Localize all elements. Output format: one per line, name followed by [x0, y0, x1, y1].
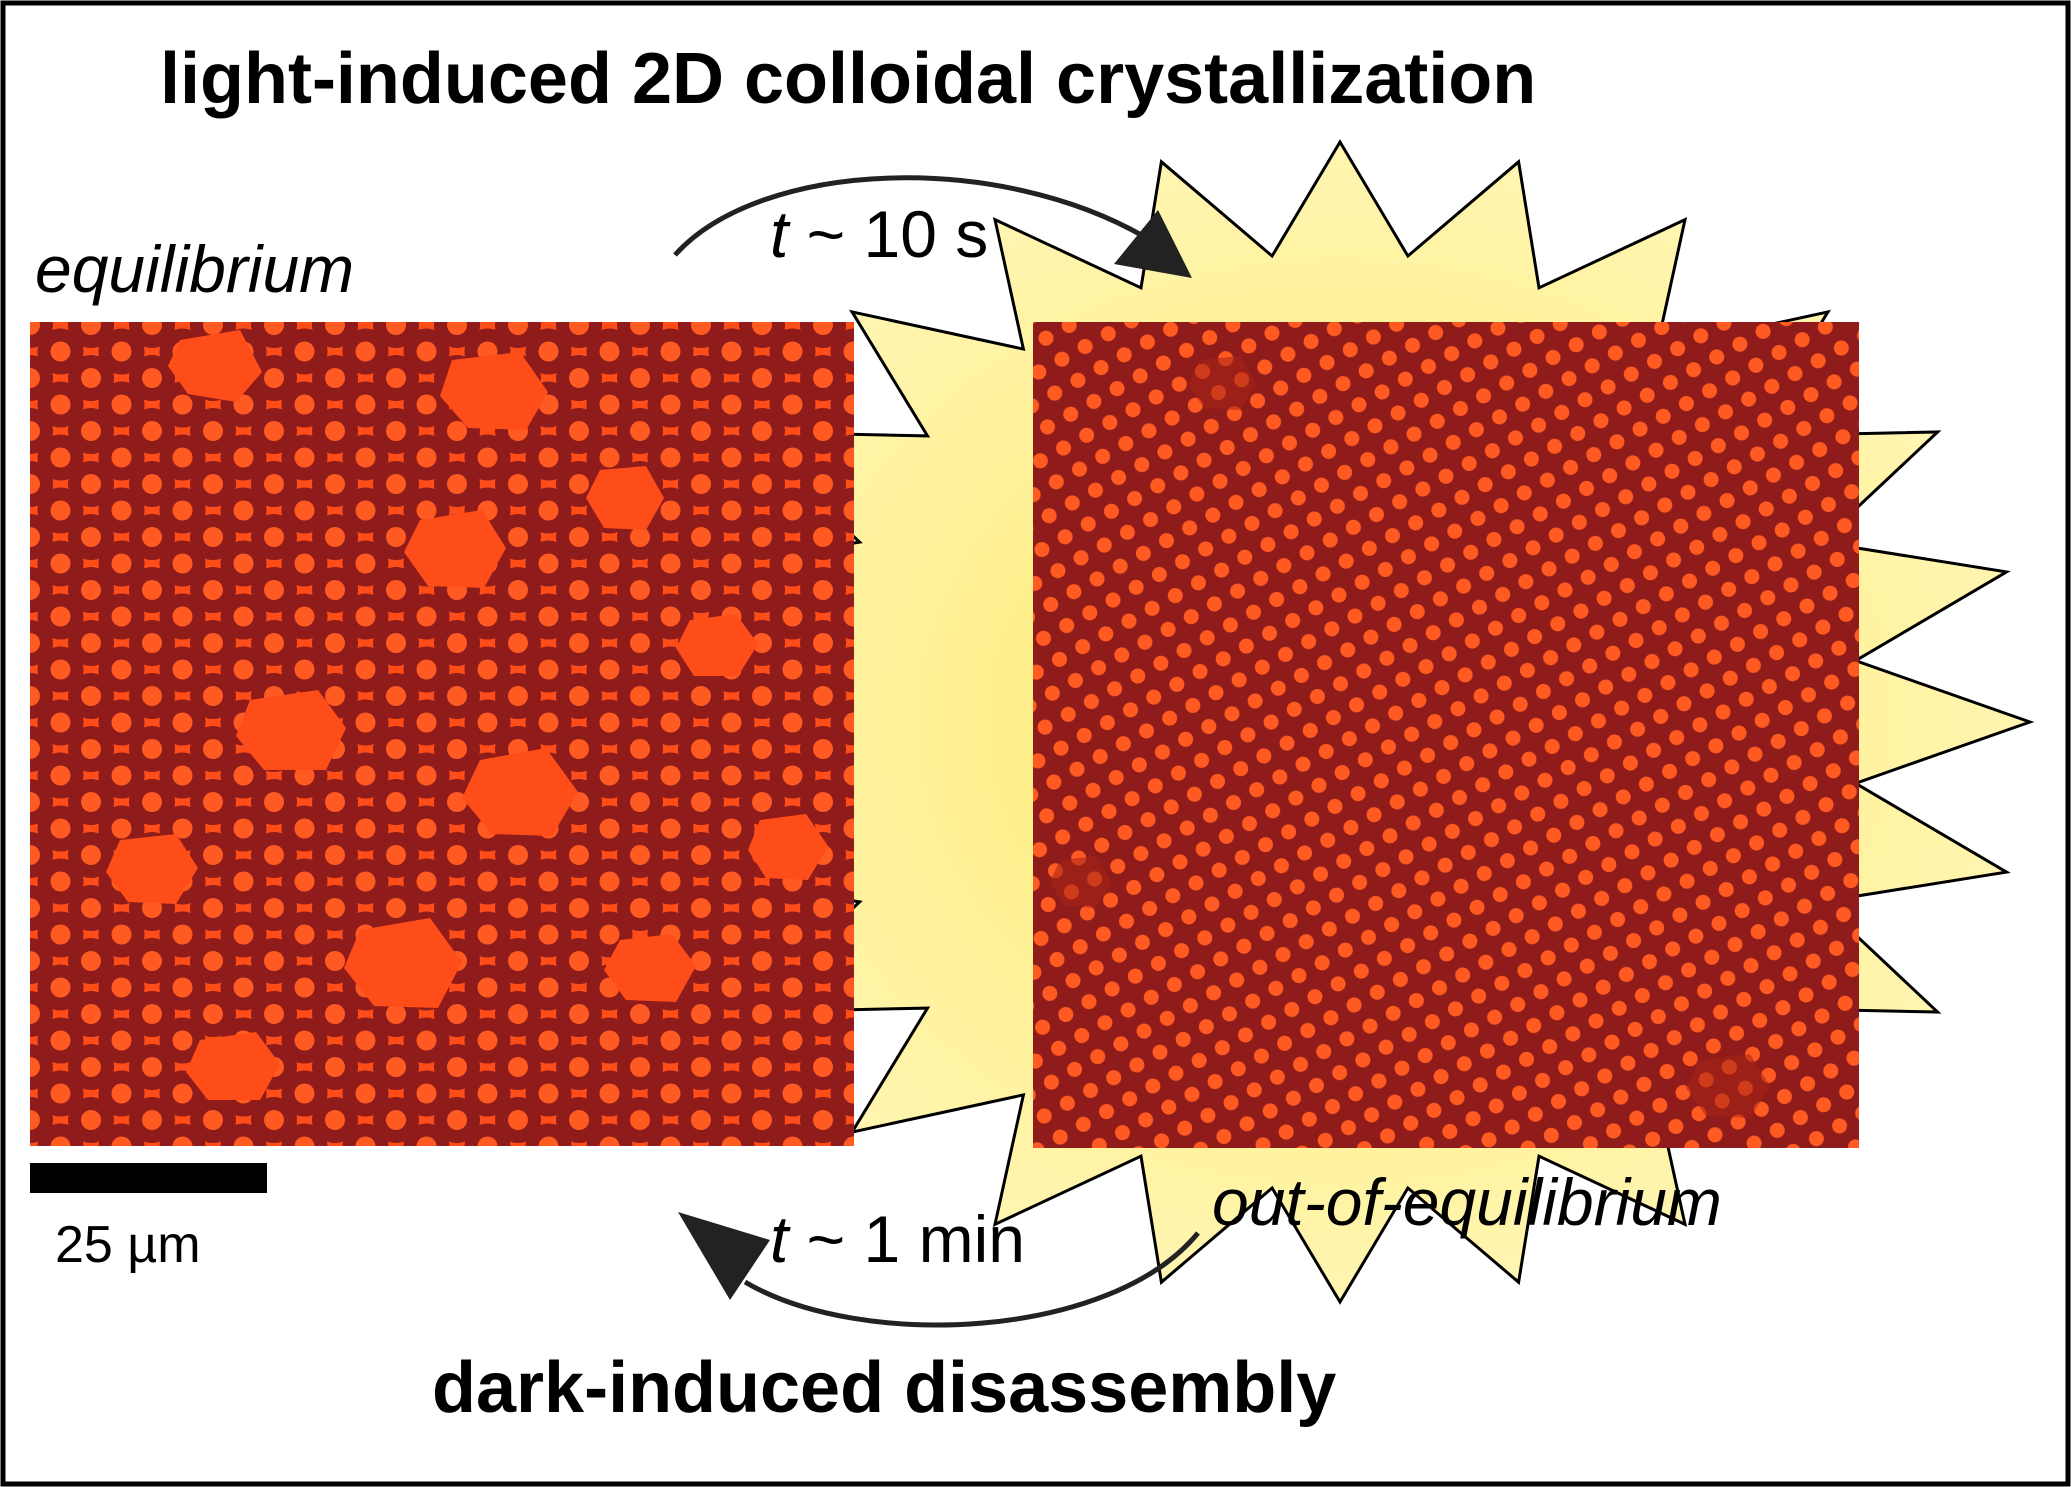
forward-time-label: t ~ 10 s: [770, 197, 988, 271]
forward-time-variable: t: [770, 197, 791, 271]
out-of-equilibrium-label: out-of-equilibrium: [1212, 1165, 1722, 1239]
crystal-defects: [1050, 356, 1770, 1118]
equilibrium-micrograph: [30, 322, 854, 1146]
forward-time-value: ~ 10 s: [788, 197, 988, 271]
reverse-time-variable: t: [770, 1202, 791, 1276]
reverse-time-label: t ~ 1 min: [770, 1202, 1025, 1276]
equilibrium-label: equilibrium: [35, 232, 354, 306]
forward-arrowhead-icon: [1114, 210, 1192, 278]
out-of-equilibrium-micrograph: [1033, 322, 1859, 1148]
scale-bar: [30, 1163, 267, 1193]
void-regions: [106, 330, 828, 1100]
scale-bar-label: 25 µm: [55, 1216, 201, 1274]
reverse-arrow-curve: [743, 1231, 1200, 1328]
figure-title: light-induced 2D colloidal crystallizati…: [160, 39, 1536, 119]
reverse-time-value: ~ 1 min: [788, 1202, 1025, 1276]
forward-arrow-curve: [673, 175, 1152, 257]
reverse-arrowhead-icon: [678, 1212, 770, 1300]
figure-footer: dark-induced disassembly: [432, 1348, 1336, 1428]
